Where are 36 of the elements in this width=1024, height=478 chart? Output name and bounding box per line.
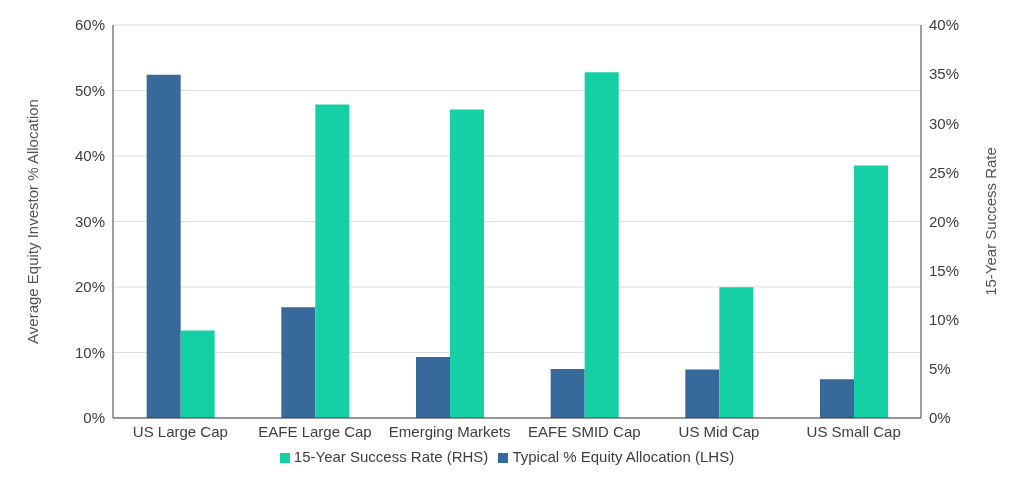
legend-label: Typical % Equity Allocation (LHS) (512, 448, 735, 465)
y2-axis-title: 15-Year Success Rate (982, 147, 1000, 296)
x-tick-label: EAFE Large Cap (258, 422, 372, 440)
bar (820, 379, 854, 418)
bar (180, 330, 215, 418)
bar (450, 109, 484, 418)
y-tick-label: 60% (74, 16, 105, 34)
y2-tick-label: 40% (929, 16, 960, 34)
y-tick-label: 10% (74, 343, 105, 361)
x-tick-label: US Small Cap (806, 422, 901, 440)
y-tick-label: 0% (83, 409, 105, 427)
y2-tick-label: 30% (929, 114, 960, 132)
y-tick-label: 30% (74, 212, 105, 230)
y-axis-title: Average Equity Investor % Allocation (24, 99, 42, 344)
x-tick-label: EAFE SMID Cap (528, 422, 641, 440)
bar (854, 165, 888, 418)
y2-tick-label: 15% (929, 261, 960, 279)
bar (550, 368, 585, 418)
y-tick-label: 50% (74, 81, 105, 99)
x-tick-label: US Mid Cap (678, 422, 760, 440)
y2-tick-label: 5% (929, 360, 951, 378)
x-tick-label: Emerging Markets (388, 422, 511, 440)
x-tick-label: US Large Cap (132, 422, 228, 440)
y2-tick-label: 10% (929, 311, 960, 329)
y2-tick-label: 25% (929, 163, 960, 181)
bar (584, 72, 619, 418)
y-tick-label: 20% (74, 278, 105, 296)
bar (146, 74, 181, 418)
y2-tick-label: 35% (929, 65, 960, 83)
legend-label: 15-Year Success Rate (RHS) (293, 448, 489, 465)
y2-tick-label: 20% (929, 212, 960, 230)
y2-tick-label: 0% (929, 409, 951, 427)
bar (315, 104, 350, 418)
bar (416, 357, 450, 418)
bar (719, 287, 754, 418)
y-tick-label: 40% (74, 147, 105, 165)
